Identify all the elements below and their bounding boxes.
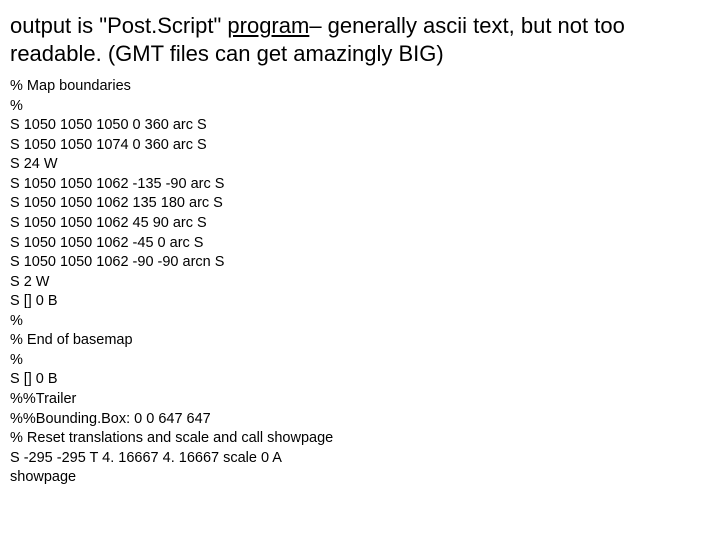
code-line: % [10, 97, 710, 117]
code-line: S 1050 1050 1050 0 360 arc S [10, 116, 710, 136]
postscript-code-block: % Map boundaries % S 1050 1050 1050 0 36… [10, 77, 710, 488]
heading-part1: output is "Post.Script" [10, 13, 227, 38]
code-line: % End of basemap [10, 331, 710, 351]
code-line: S 24 W [10, 155, 710, 175]
code-line: S [] 0 B [10, 292, 710, 312]
code-line: S 1050 1050 1062 45 90 arc S [10, 214, 710, 234]
code-line: S 2 W [10, 273, 710, 293]
code-line: showpage [10, 468, 710, 488]
code-line: % Map boundaries [10, 77, 710, 97]
code-line: S 1050 1050 1062 -135 -90 arc S [10, 175, 710, 195]
code-line: %%Trailer [10, 390, 710, 410]
code-line: S 1050 1050 1062 -45 0 arc S [10, 234, 710, 254]
code-line: % Reset translations and scale and call … [10, 429, 710, 449]
slide-heading: output is "Post.Script" program– general… [10, 12, 710, 67]
code-line: S [] 0 B [10, 370, 710, 390]
code-line: S 1050 1050 1062 -90 -90 arcn S [10, 253, 710, 273]
code-line: S 1050 1050 1074 0 360 arc S [10, 136, 710, 156]
code-line: %%Bounding.Box: 0 0 647 647 [10, 410, 710, 430]
code-line: S 1050 1050 1062 135 180 arc S [10, 194, 710, 214]
heading-underlined: program [227, 13, 309, 38]
code-line: S -295 -295 T 4. 16667 4. 16667 scale 0 … [10, 449, 710, 469]
code-line: % [10, 312, 710, 332]
code-line: % [10, 351, 710, 371]
